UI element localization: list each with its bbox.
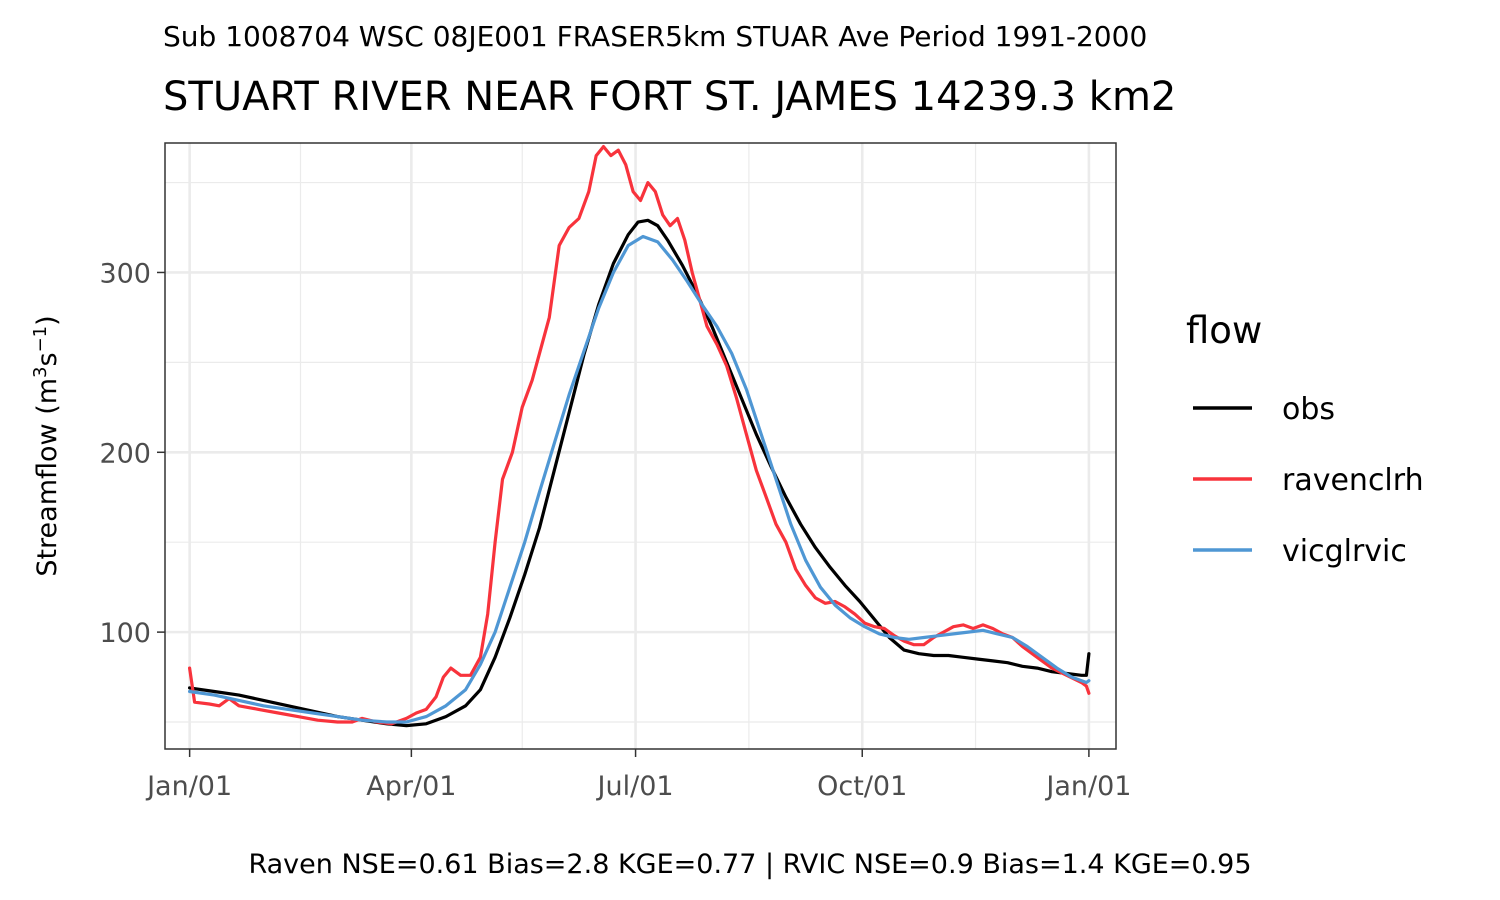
chart-subtitle: Sub 1008704 WSC 08JE001 FRASER5km STUAR … xyxy=(163,20,1147,53)
legend: flow obs ravenclrh vicglrvic xyxy=(1186,309,1424,569)
y-axis-label-base: Streamflow (m xyxy=(32,378,63,577)
series-lines xyxy=(188,145,1091,728)
x-tick-label: Jan/01 xyxy=(1044,771,1131,802)
legend-title: flow xyxy=(1186,309,1262,352)
y-axis-label-sup1: 3 xyxy=(30,367,51,378)
x-tick-label: Jul/01 xyxy=(596,771,674,802)
x-axis: Jan/01 Apr/01 Jul/01 Oct/01 Jan/01 xyxy=(145,749,1131,802)
series-line-vicglrvic xyxy=(188,234,1091,724)
legend-label-obs: obs xyxy=(1282,392,1335,427)
legend-label-vicglrvic: vicglrvic xyxy=(1282,534,1407,569)
x-tick-label: Apr/01 xyxy=(366,771,456,802)
series-line-ravenclrh xyxy=(188,145,1091,726)
y-tick-label: 300 xyxy=(99,258,151,289)
y-axis-label-end: ) xyxy=(32,315,63,326)
y-tick-label: 100 xyxy=(99,618,151,649)
y-axis-label-sup2: −1 xyxy=(30,326,51,353)
y-axis-label: Streamflow (m3s−1) xyxy=(30,315,63,576)
series-line-obs xyxy=(188,218,1091,728)
legend-items: obs ravenclrh vicglrvic xyxy=(1193,392,1424,569)
legend-label-ravenclrh: ravenclrh xyxy=(1282,463,1424,498)
chart-title: STUART RIVER NEAR FORT ST. JAMES 14239.3… xyxy=(163,74,1176,120)
plot-panel-border xyxy=(164,142,1117,750)
plot-panel-background xyxy=(165,143,1116,749)
y-axis: 100 200 300 xyxy=(99,258,165,649)
y-tick-label: 200 xyxy=(99,438,151,469)
chart-caption: Raven NSE=0.61 Bias=2.8 KGE=0.77 | RVIC … xyxy=(248,849,1251,880)
grid-major xyxy=(165,143,1116,749)
y-axis-label-mid: s xyxy=(32,352,63,366)
x-tick-label: Oct/01 xyxy=(817,771,907,802)
x-tick-label: Jan/01 xyxy=(145,771,232,802)
